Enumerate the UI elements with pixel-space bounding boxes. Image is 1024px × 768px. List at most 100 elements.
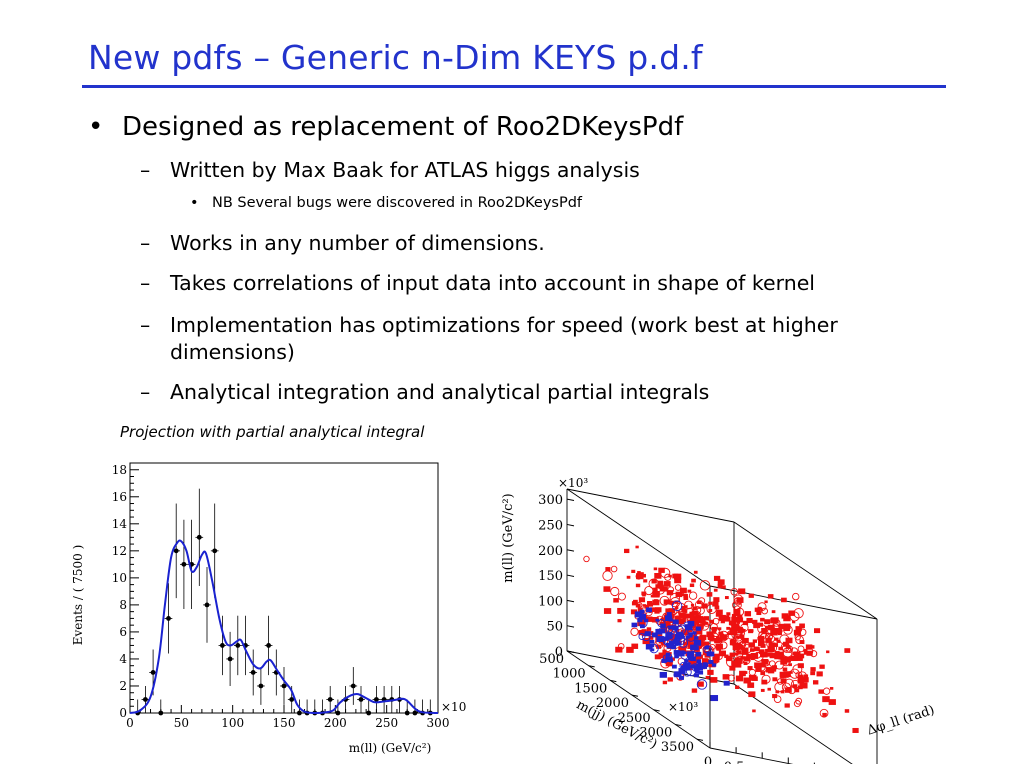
z-tick-label: 0 <box>555 645 563 660</box>
scatter-point <box>712 656 720 663</box>
marker <box>289 697 295 702</box>
scatter-point <box>672 573 679 579</box>
scatter-point <box>685 666 697 677</box>
scatter-point <box>686 632 696 642</box>
scatter-point <box>630 627 639 636</box>
scatter-point <box>662 636 669 641</box>
scatter-point <box>735 635 740 639</box>
scatter-point <box>663 599 671 605</box>
scatter-point <box>750 657 755 661</box>
scatter-point <box>761 679 768 685</box>
scatter-point <box>710 623 718 631</box>
z-tick <box>566 523 575 527</box>
z-tick <box>566 599 575 603</box>
scatter-point <box>709 619 715 624</box>
scatter-point <box>803 674 809 679</box>
scatter-point <box>812 680 819 685</box>
y-tick <box>588 665 595 668</box>
scatter-point <box>676 618 685 625</box>
scatter-point <box>642 632 651 642</box>
scatter-point <box>630 609 638 615</box>
front-bottom-edge <box>709 747 794 764</box>
scatter-point <box>707 669 714 675</box>
x-tick-label: 0 <box>704 755 712 764</box>
scatter-point <box>658 652 666 659</box>
sub-bullet-dimensions: – Works in any number of dimensions. <box>140 231 545 255</box>
bullet-dot-icon: • <box>88 112 104 142</box>
scatter-point <box>744 611 752 617</box>
scatter-point <box>761 674 771 684</box>
scatter-point <box>758 630 767 640</box>
scatter-point <box>677 650 685 657</box>
scatter-point <box>677 642 682 646</box>
scatter-point <box>813 628 821 634</box>
scatter-point <box>690 615 697 621</box>
scatter-point <box>689 583 695 588</box>
scatter-point <box>702 618 711 627</box>
scatter-point <box>682 616 687 620</box>
y-tick-label: 16 <box>112 490 127 504</box>
scatter-point <box>660 623 666 629</box>
scatter-point <box>687 655 694 661</box>
scatter-point <box>672 619 679 625</box>
scatter-point <box>626 646 634 653</box>
scatter-point <box>659 595 670 606</box>
marker <box>196 534 202 540</box>
data-point <box>264 615 273 676</box>
scatter-point <box>690 634 698 641</box>
scatter-point <box>697 681 704 687</box>
scatter-point <box>735 675 744 682</box>
slide-title: New pdfs – Generic n-Dim KEYS p.d.f <box>88 38 703 77</box>
marker <box>374 697 379 702</box>
x-tick-label: 150 <box>273 716 296 730</box>
scatter-point <box>670 626 675 630</box>
x-tick-label: 0 <box>126 716 134 730</box>
scatter-point <box>760 688 765 692</box>
sub-bullet-text: dimensions) <box>170 340 295 364</box>
scatter-point <box>771 610 776 614</box>
scatter-point <box>693 606 702 615</box>
marker <box>212 548 218 554</box>
scatter-point <box>800 655 804 658</box>
scatter-point <box>684 667 688 671</box>
z-tick-label: 50 <box>546 620 563 635</box>
scatter-point <box>829 687 834 690</box>
scatter-point <box>731 660 738 666</box>
scatter-point <box>719 641 728 650</box>
scatter-point <box>662 649 667 654</box>
scatter-point <box>718 631 724 636</box>
scatter-point <box>717 584 723 589</box>
y-tick <box>653 709 660 712</box>
y-tick <box>631 694 639 697</box>
scatter-point <box>690 644 698 651</box>
scatter-point <box>617 619 622 623</box>
top-right-edge <box>733 521 878 620</box>
scatter-point <box>689 611 694 616</box>
data-point <box>349 667 358 705</box>
scatter-point <box>782 641 790 647</box>
scatter-point <box>683 662 691 669</box>
scatter-point <box>737 659 743 664</box>
scatter-point <box>819 708 829 718</box>
scatter-point <box>694 653 702 660</box>
sub-bullet-text: Written by Max Baak for ATLAS higgs anal… <box>170 158 640 182</box>
x-tick-label: 250 <box>375 716 398 730</box>
data-point <box>141 685 150 713</box>
scatter-point <box>638 597 646 603</box>
scatter-point <box>795 671 803 679</box>
y-tick-label: 8 <box>119 598 127 612</box>
scatter-point <box>641 573 646 578</box>
scatter-point <box>685 624 693 631</box>
scatter-point <box>761 607 768 615</box>
scatter-point <box>783 623 791 630</box>
z-tick <box>566 574 575 577</box>
scatter-point <box>702 650 709 656</box>
marker <box>181 561 187 567</box>
scatter-point <box>635 583 641 588</box>
scatter-point <box>666 643 673 649</box>
scatter-point <box>680 665 686 669</box>
scatter-point <box>763 659 770 667</box>
scatter-point <box>722 674 730 680</box>
scatter-point <box>794 634 801 641</box>
scatter-point <box>726 626 730 630</box>
